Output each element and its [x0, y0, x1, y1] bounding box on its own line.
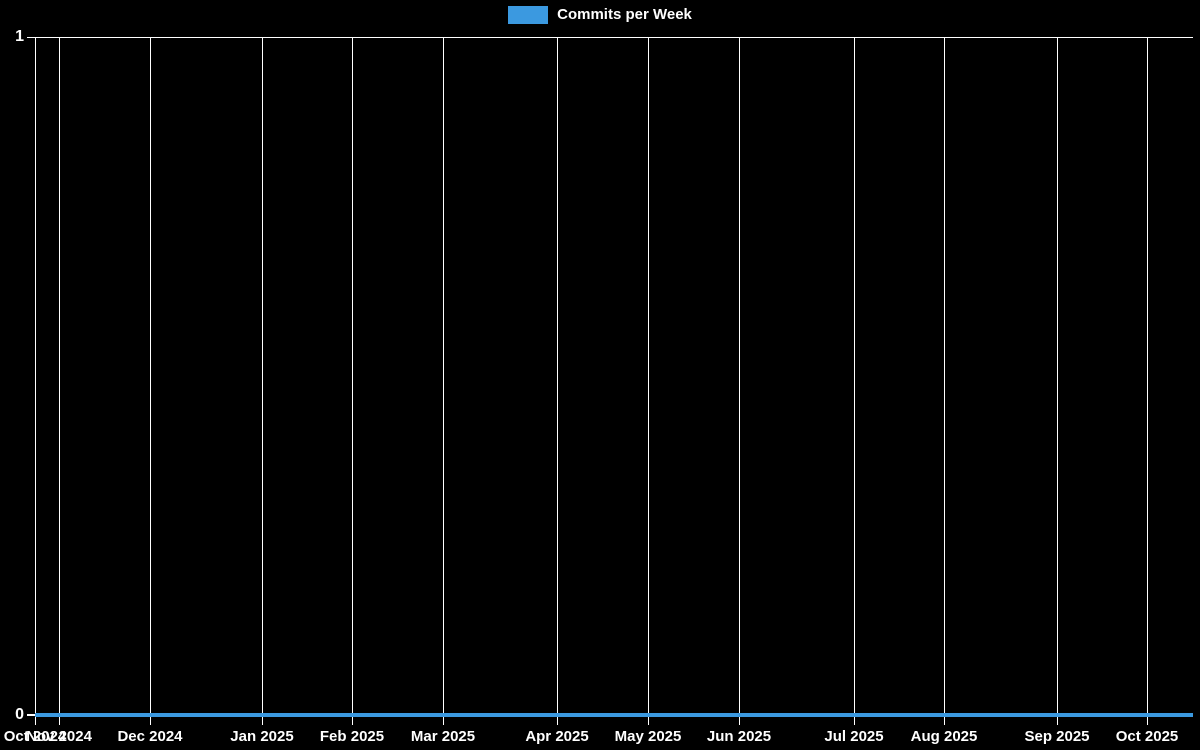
month-gridline	[854, 37, 855, 725]
month-gridline	[1057, 37, 1058, 725]
legend-item-commits[interactable]: Commits per Week	[508, 6, 692, 24]
x-axis-label: May 2025	[614, 728, 682, 745]
x-axis-label: Nov 2024	[26, 728, 92, 745]
month-gridline	[262, 37, 263, 725]
legend-swatch-icon	[508, 6, 549, 24]
month-gridline	[944, 37, 945, 725]
y-axis-label-max: 1	[15, 28, 24, 45]
x-axis-label: Aug 2025	[910, 728, 978, 745]
x-axis-label: Jan 2025	[230, 728, 294, 745]
month-gridline	[352, 37, 353, 725]
zero-tick	[27, 714, 37, 716]
month-gridline	[35, 37, 36, 725]
month-gridline	[739, 37, 740, 725]
legend-label: Commits per Week	[557, 6, 692, 23]
month-gridline	[557, 37, 558, 725]
x-axis-label: Dec 2024	[117, 728, 183, 745]
x-axis-label: Oct 2024	[3, 728, 67, 745]
x-axis-label: Oct 2025	[1115, 728, 1179, 745]
x-axis-label: Jul 2025	[824, 728, 884, 745]
y-axis-label-min: 0	[15, 706, 24, 723]
chart-legend: Commits per Week	[0, 6, 1200, 24]
month-gridline	[443, 37, 444, 725]
month-gridline	[1147, 37, 1148, 725]
top-gridline	[27, 37, 1193, 38]
x-axis-label: Apr 2025	[525, 728, 589, 745]
month-gridline	[150, 37, 151, 725]
x-axis-label: Mar 2025	[410, 728, 476, 745]
x-axis-label: Feb 2025	[319, 728, 385, 745]
x-axis-label: Jun 2025	[706, 728, 772, 745]
month-gridline	[648, 37, 649, 725]
month-gridline	[59, 37, 60, 725]
commits-data-line	[35, 713, 1193, 717]
x-axis-label: Sep 2025	[1024, 728, 1090, 745]
